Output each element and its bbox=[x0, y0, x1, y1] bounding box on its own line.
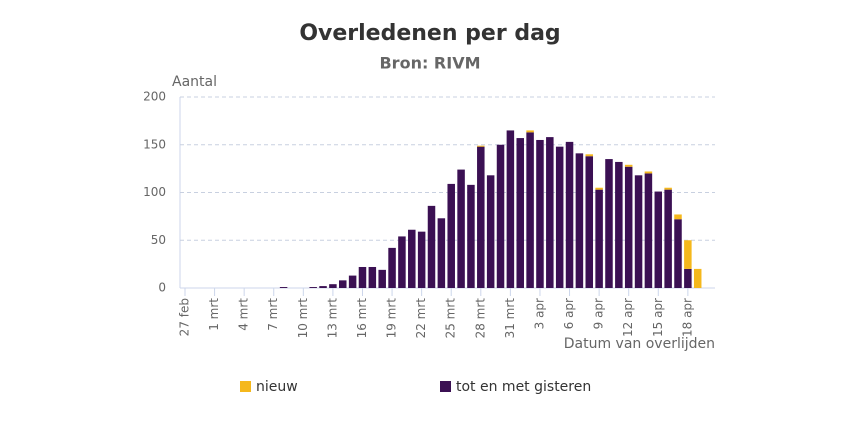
bar bbox=[595, 189, 603, 288]
bar bbox=[624, 166, 633, 288]
x-tick-label: 25 mrt bbox=[444, 298, 458, 339]
bar bbox=[693, 268, 702, 288]
x-tick-label: 15 apr bbox=[651, 298, 665, 337]
bar bbox=[279, 287, 288, 288]
bar bbox=[605, 159, 613, 288]
legend-swatch bbox=[440, 381, 451, 392]
bar bbox=[555, 146, 564, 288]
bar bbox=[496, 144, 505, 288]
bar bbox=[674, 219, 682, 288]
y-tick-label: 50 bbox=[151, 233, 166, 247]
bar bbox=[526, 132, 534, 288]
y-tick-label: 0 bbox=[158, 281, 166, 295]
bar bbox=[477, 146, 485, 288]
chart-subtitle: Bron: RIVM bbox=[379, 54, 480, 73]
bar bbox=[388, 247, 396, 288]
bar bbox=[329, 284, 337, 288]
x-tick-label: 16 mrt bbox=[355, 298, 369, 339]
bar bbox=[684, 268, 692, 288]
bar bbox=[368, 266, 377, 288]
y-tick-label: 150 bbox=[143, 137, 166, 151]
x-tick-label: 9 apr bbox=[592, 298, 606, 329]
x-tick-label: 22 mrt bbox=[414, 298, 428, 339]
bar bbox=[506, 130, 515, 288]
bar bbox=[644, 173, 653, 288]
bar bbox=[408, 229, 416, 288]
bar bbox=[575, 153, 584, 288]
x-tick-label: 4 mrt bbox=[237, 298, 251, 331]
x-tick-label: 31 mrt bbox=[503, 298, 517, 339]
bar bbox=[309, 287, 317, 288]
bar bbox=[634, 175, 643, 288]
bar bbox=[427, 205, 436, 288]
bar bbox=[477, 145, 485, 147]
x-tick-label: 12 apr bbox=[621, 298, 635, 337]
bar bbox=[624, 164, 633, 167]
bar bbox=[526, 130, 534, 133]
bar bbox=[467, 184, 475, 288]
bar bbox=[417, 231, 426, 288]
bar bbox=[585, 156, 594, 288]
x-tick-label: 13 mrt bbox=[325, 298, 339, 339]
bar bbox=[664, 189, 672, 288]
x-tick-label: 6 apr bbox=[562, 298, 576, 329]
x-tick-label: 10 mrt bbox=[296, 298, 310, 339]
x-tick-label: 3 apr bbox=[532, 298, 546, 329]
bar bbox=[615, 161, 623, 288]
x-tick-label: 1 mrt bbox=[207, 298, 221, 331]
bar bbox=[644, 171, 653, 174]
bar bbox=[348, 275, 357, 288]
bar bbox=[437, 218, 446, 288]
bar bbox=[684, 240, 692, 269]
bar bbox=[486, 175, 495, 288]
x-axis-label: Datum van overlijden bbox=[564, 336, 715, 352]
bar bbox=[398, 236, 406, 288]
bar bbox=[447, 183, 455, 288]
x-tick-label: 7 mrt bbox=[266, 298, 280, 331]
bar bbox=[516, 138, 524, 288]
legend-label: tot en met gisteren bbox=[456, 379, 591, 395]
bar bbox=[536, 139, 544, 288]
bar bbox=[339, 280, 347, 288]
x-tick-label: 28 mrt bbox=[473, 298, 487, 339]
bar bbox=[654, 191, 663, 288]
bar bbox=[546, 137, 554, 288]
bar bbox=[585, 154, 594, 157]
bar bbox=[457, 169, 465, 288]
bar bbox=[358, 266, 367, 288]
bar bbox=[674, 214, 682, 220]
y-axis-label: Aantal bbox=[172, 74, 217, 90]
bar bbox=[595, 187, 603, 190]
x-tick-label: 27 feb bbox=[178, 298, 192, 336]
x-tick-label: 18 apr bbox=[680, 298, 694, 337]
legend-label: nieuw bbox=[256, 379, 298, 395]
y-tick-label: 200 bbox=[143, 90, 166, 104]
y-tick-label: 100 bbox=[143, 185, 166, 199]
bar bbox=[319, 286, 327, 288]
chart-title: Overledenen per dag bbox=[299, 21, 560, 46]
bar bbox=[565, 141, 574, 288]
bar bbox=[378, 269, 386, 288]
x-tick-label: 19 mrt bbox=[385, 298, 399, 339]
legend-swatch bbox=[240, 381, 251, 392]
bar bbox=[664, 187, 672, 190]
